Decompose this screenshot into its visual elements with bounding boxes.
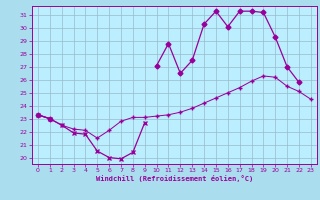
X-axis label: Windchill (Refroidissement éolien,°C): Windchill (Refroidissement éolien,°C)	[96, 175, 253, 182]
